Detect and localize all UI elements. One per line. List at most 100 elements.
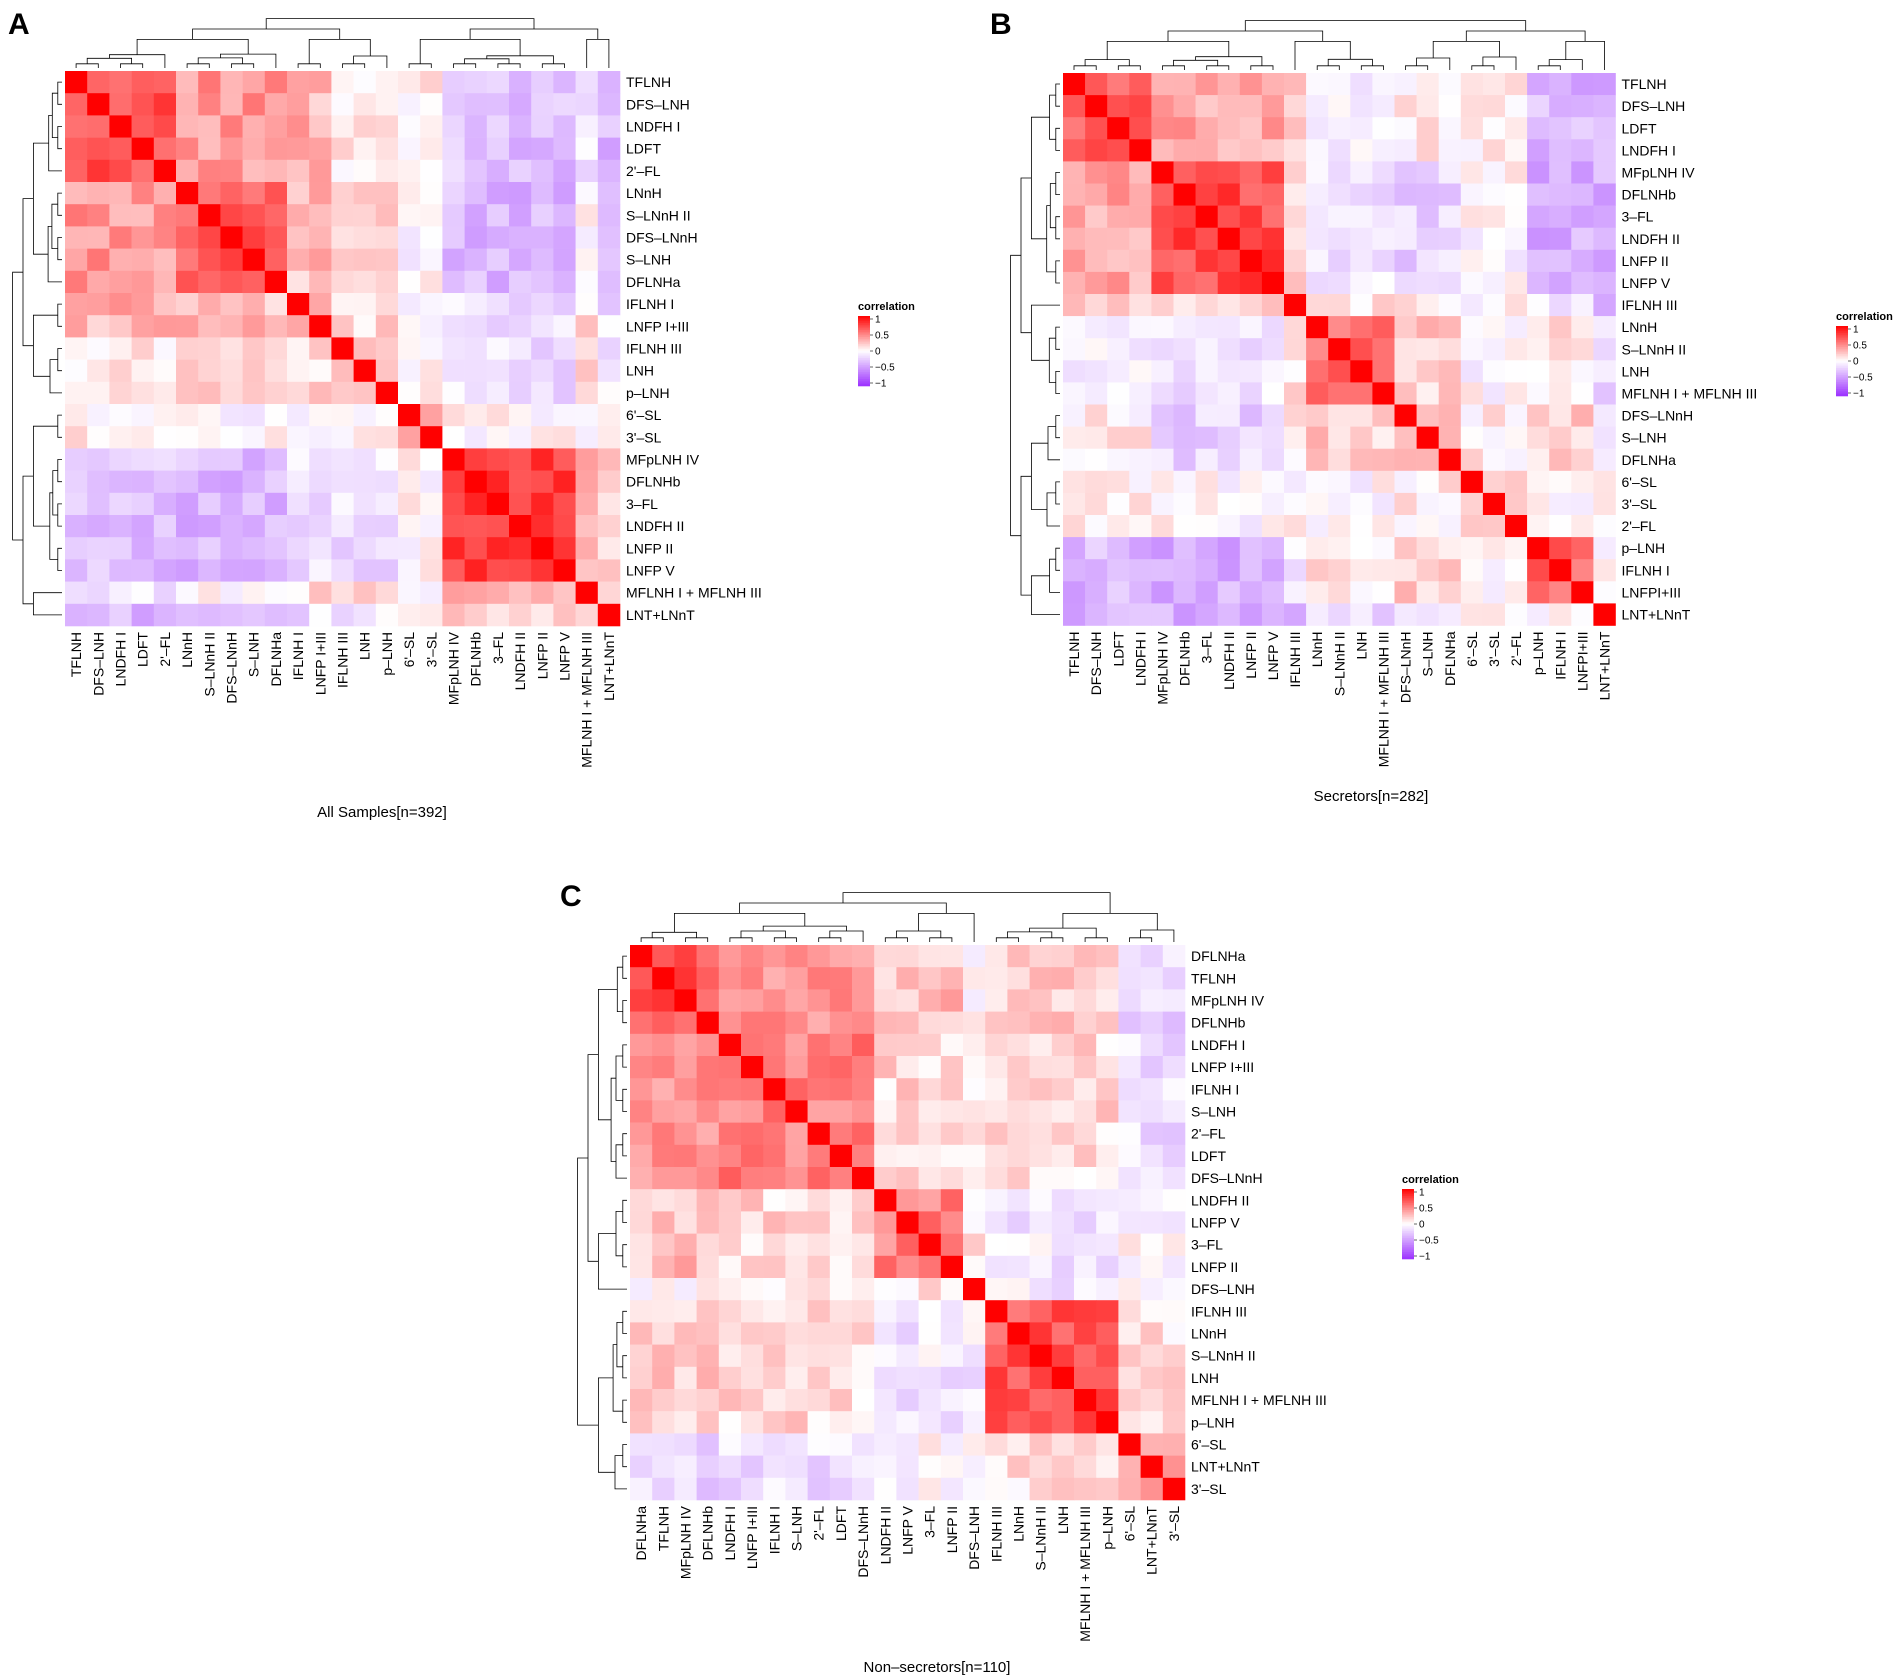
heatmap-cell	[1284, 559, 1306, 581]
heatmap-cell	[287, 138, 310, 161]
heatmap-cell	[1163, 1189, 1186, 1212]
column-label-3-sl: 3'–SL	[423, 632, 439, 668]
heatmap-cell	[376, 93, 399, 116]
heatmap-cell	[576, 515, 599, 538]
heatmap-cell	[1074, 1322, 1097, 1345]
heatmap-cell	[465, 582, 488, 605]
heatmap-cell	[1240, 272, 1262, 294]
column-label-dflnhb: DFLNHb	[700, 1506, 716, 1561]
heatmap-cell	[763, 1478, 786, 1501]
heatmap-cell	[65, 382, 88, 405]
heatmap-cell	[309, 93, 332, 116]
heatmap-cell	[630, 1100, 653, 1123]
heatmap-cell	[509, 226, 532, 249]
heatmap-cell	[630, 1345, 653, 1368]
row-label-mfplnh-iv: MFpLNH IV	[1622, 164, 1696, 180]
heatmap-cell	[1395, 316, 1417, 338]
heatmap-cell	[1350, 581, 1372, 603]
heatmap-cell	[963, 1367, 986, 1390]
heatmap-cell	[598, 115, 621, 137]
heatmap-cell	[697, 1322, 720, 1345]
heatmap-cell	[1328, 559, 1350, 581]
heatmap-cell	[465, 448, 488, 471]
heatmap-cell	[376, 293, 399, 316]
column-label-dflnhb: DFLNHb	[468, 632, 484, 687]
row-label-iflnh-iii: IFLNH III	[626, 341, 682, 357]
legend-swatch	[858, 356, 870, 358]
heatmap-cell	[1141, 1433, 1164, 1456]
heatmap-cell	[1549, 360, 1571, 382]
heatmap-cell	[1063, 206, 1085, 228]
heatmap-cell	[1174, 405, 1196, 427]
heatmap-cell	[941, 1345, 964, 1368]
heatmap-cell	[65, 537, 88, 560]
heatmap-cell	[674, 1167, 697, 1190]
heatmap-cell	[1439, 360, 1461, 382]
heatmap-cell	[1461, 139, 1483, 161]
heatmap-cell	[1085, 360, 1107, 382]
heatmap-cell	[1074, 1300, 1097, 1323]
heatmap-cell	[1052, 1056, 1075, 1079]
heatmap-cell	[1141, 967, 1164, 990]
heatmap-cell	[442, 493, 465, 516]
column-label-mfplnh-iv: MFpLNH IV	[678, 1505, 694, 1579]
heatmap-cell	[1196, 294, 1218, 316]
heatmap-cell	[531, 426, 554, 449]
legend-swatch	[858, 360, 870, 362]
heatmap-cell	[465, 71, 488, 94]
heatmap-cell	[674, 1012, 697, 1035]
heatmap-cell	[331, 515, 354, 538]
heatmap-cell	[509, 337, 532, 360]
heatmap-cell	[442, 582, 465, 605]
heatmap-cell	[331, 271, 354, 294]
heatmap-cell	[109, 182, 131, 205]
heatmap-cell	[287, 404, 310, 427]
heatmap-cell	[763, 1411, 786, 1434]
heatmap-cell	[1174, 184, 1196, 206]
heatmap-cell	[1163, 1167, 1186, 1190]
heatmap-cell	[1306, 228, 1328, 250]
heatmap-cell	[1527, 581, 1549, 603]
heatmap-cell	[553, 315, 576, 338]
heatmap-cell	[265, 160, 288, 183]
heatmap-cell	[531, 226, 554, 249]
heatmap-cell	[1284, 360, 1306, 382]
heatmap-cell	[1328, 515, 1350, 537]
legend-swatch	[858, 369, 870, 371]
heatmap-cell	[852, 1123, 875, 1146]
heatmap-cell	[1107, 73, 1129, 95]
heatmap-cell	[1350, 603, 1372, 625]
heatmap-cell	[1284, 184, 1306, 206]
legend-swatch	[858, 344, 870, 346]
heatmap-cell	[1063, 581, 1085, 603]
heatmap-cell	[985, 1256, 1008, 1279]
heatmap-cell	[1593, 405, 1615, 427]
heatmap-cell	[741, 1456, 764, 1479]
heatmap-cell	[1527, 338, 1549, 360]
heatmap-cell	[509, 448, 532, 471]
heatmap-cell	[674, 989, 697, 1012]
heatmap-cell	[531, 138, 554, 161]
row-label-s-lnh: S–LNH	[1191, 1104, 1236, 1120]
heatmap-cell	[1372, 493, 1394, 515]
heatmap-cell	[896, 1278, 919, 1301]
heatmap-cell	[1030, 1367, 1053, 1390]
heatmap-cell	[741, 989, 764, 1012]
row-label-s-lnnh-ii: S–LNnH II	[626, 207, 691, 223]
heatmap-cell	[354, 537, 377, 560]
column-label-lnt-lnnt: LNT+LNnT	[1596, 631, 1612, 700]
row-label-lnnh: LNnH	[1191, 1326, 1227, 1342]
heatmap-cell	[1129, 360, 1151, 382]
legend-swatch	[1402, 1233, 1414, 1235]
legend-swatch	[1402, 1224, 1414, 1226]
legend-swatch	[1836, 379, 1848, 381]
heatmap-cell	[1151, 250, 1173, 272]
legend-tick-label: 1	[1419, 1188, 1425, 1199]
legend-swatch	[1836, 370, 1848, 372]
heatmap-cell	[1372, 161, 1394, 183]
heatmap-cell	[576, 404, 599, 427]
heatmap-cell	[1118, 1234, 1141, 1257]
heatmap-cell	[1350, 338, 1372, 360]
heatmap-cell	[1593, 228, 1615, 250]
